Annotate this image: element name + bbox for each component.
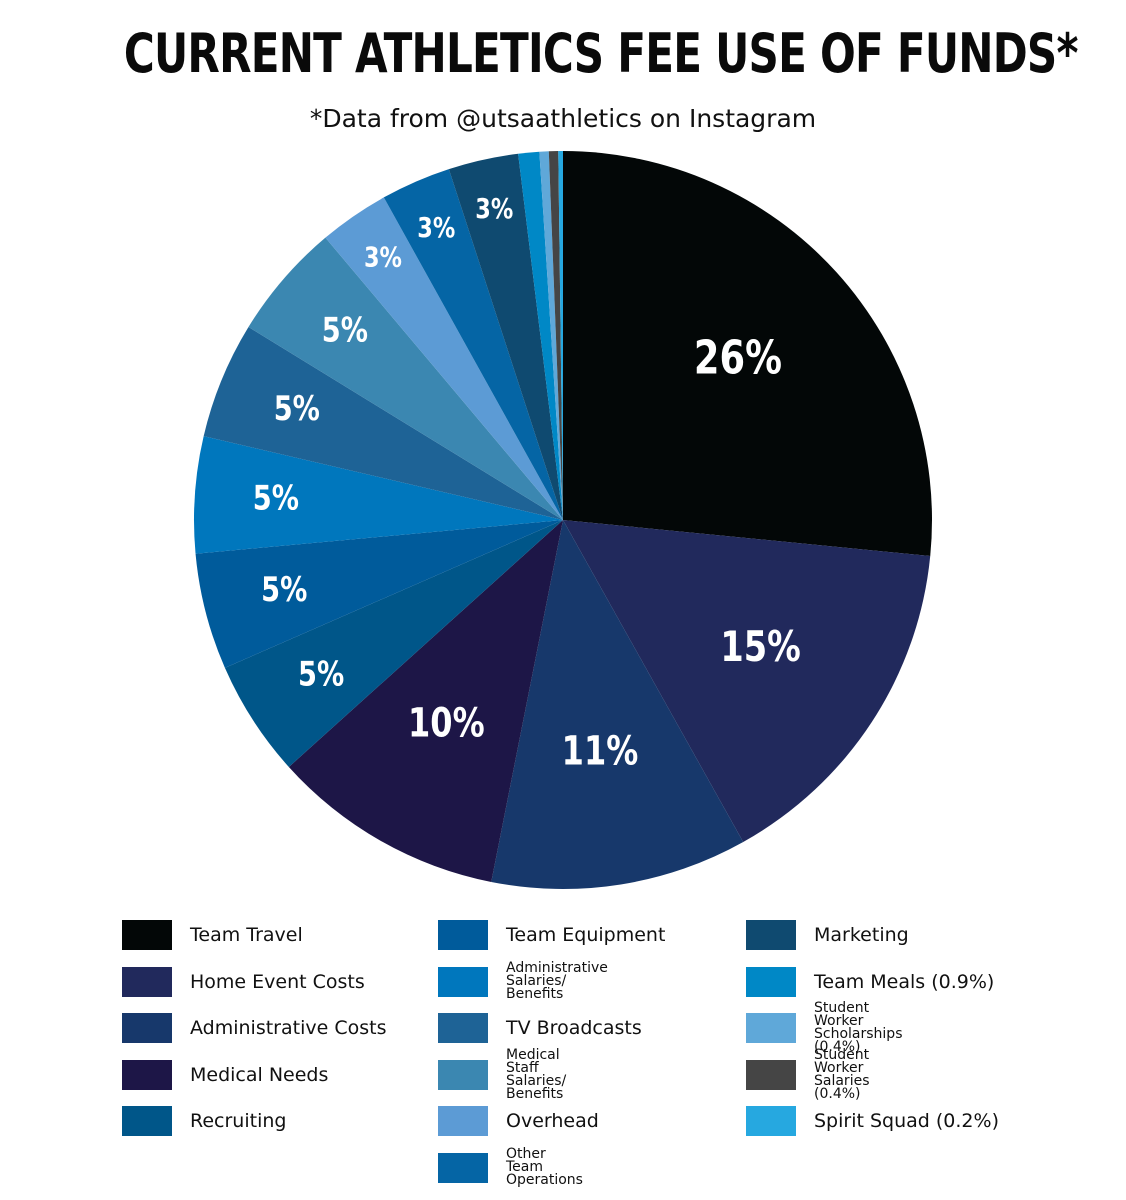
legend-swatch [438, 1106, 488, 1136]
legend-label: Administrative Costs [190, 1017, 387, 1039]
legend-label: Spirit Squad (0.2%) [814, 1110, 999, 1132]
legend-swatch [122, 1059, 172, 1090]
slice-label: 5% [261, 570, 307, 610]
legend-label: TV Broadcasts [506, 1017, 642, 1039]
legend-swatch [438, 920, 488, 950]
pie-slice [248, 237, 563, 521]
legend-label: Medical Needs [190, 1063, 329, 1086]
slice-label: 3% [417, 210, 455, 243]
slice-label: 26% [694, 330, 782, 384]
legend-swatch [746, 920, 796, 950]
chart-subtitle: *Data from @utsaathletics on Instagram [309, 104, 817, 133]
legend-swatch [438, 966, 488, 997]
legend-swatch [746, 1059, 796, 1090]
legend-swatch [122, 1106, 172, 1136]
pie-slice [383, 169, 563, 521]
slice-label: 3% [364, 240, 402, 273]
pie-slice [325, 197, 563, 520]
slice-label: 5% [274, 389, 320, 429]
legend-label: Recruiting [190, 1110, 287, 1132]
pie-slice [518, 151, 563, 520]
legend-swatch [438, 1013, 488, 1043]
legend-label: Student Worker Scholarships (0.4%) [814, 1000, 903, 1055]
pie-slice [563, 151, 932, 557]
slice-label: 5% [322, 311, 368, 351]
pie-slice [288, 520, 563, 882]
legend-label: Marketing [814, 924, 909, 946]
pie-slice [548, 151, 563, 520]
legend-swatch [746, 1106, 796, 1136]
pie-slice [193, 436, 563, 554]
legend-label: Medical Staff Salaries/ Benefits [506, 1046, 567, 1102]
pie-chart: 26%15%11%10%5%5%5%5%5%3%3%3% [193, 151, 932, 889]
pie-slice [203, 327, 563, 520]
legend-swatch [746, 1013, 796, 1043]
pie-slice [539, 151, 563, 520]
legend-swatch [746, 966, 796, 997]
legend-label: Administrative Salaries/ Benefits [506, 960, 608, 1002]
legend-label: Team Equipment [506, 924, 666, 946]
chart-title: CURRENT ATHLETICS FEE USE OF FUNDS* [123, 22, 1079, 85]
legend-swatch [122, 966, 172, 997]
legend-swatch [438, 1152, 488, 1183]
slice-label: 10% [408, 699, 485, 746]
legend-label: Student Worker Salaries (0.4%) [814, 1046, 870, 1102]
pie-slice [448, 153, 563, 520]
slice-label: 5% [298, 654, 344, 694]
legend-label: Team Travel [190, 924, 303, 946]
legend-swatch [438, 1059, 488, 1090]
slice-label: 3% [475, 191, 513, 224]
legend-swatch [122, 1013, 172, 1043]
legend-label: Overhead [506, 1110, 599, 1132]
pie-slice [195, 520, 563, 668]
legend-label: Other Team Operations [506, 1146, 583, 1188]
slice-label: 5% [253, 479, 299, 519]
legend-label: Home Event Costs [190, 970, 365, 993]
legend-swatch [122, 920, 172, 950]
pie-slice [491, 520, 744, 889]
slice-label: 11% [562, 727, 639, 774]
pie-slice [224, 520, 563, 767]
pie-slice [558, 151, 563, 520]
pie-slice [563, 520, 931, 843]
legend-label: Team Meals (0.9%) [814, 970, 995, 993]
slice-label: 15% [720, 622, 800, 671]
